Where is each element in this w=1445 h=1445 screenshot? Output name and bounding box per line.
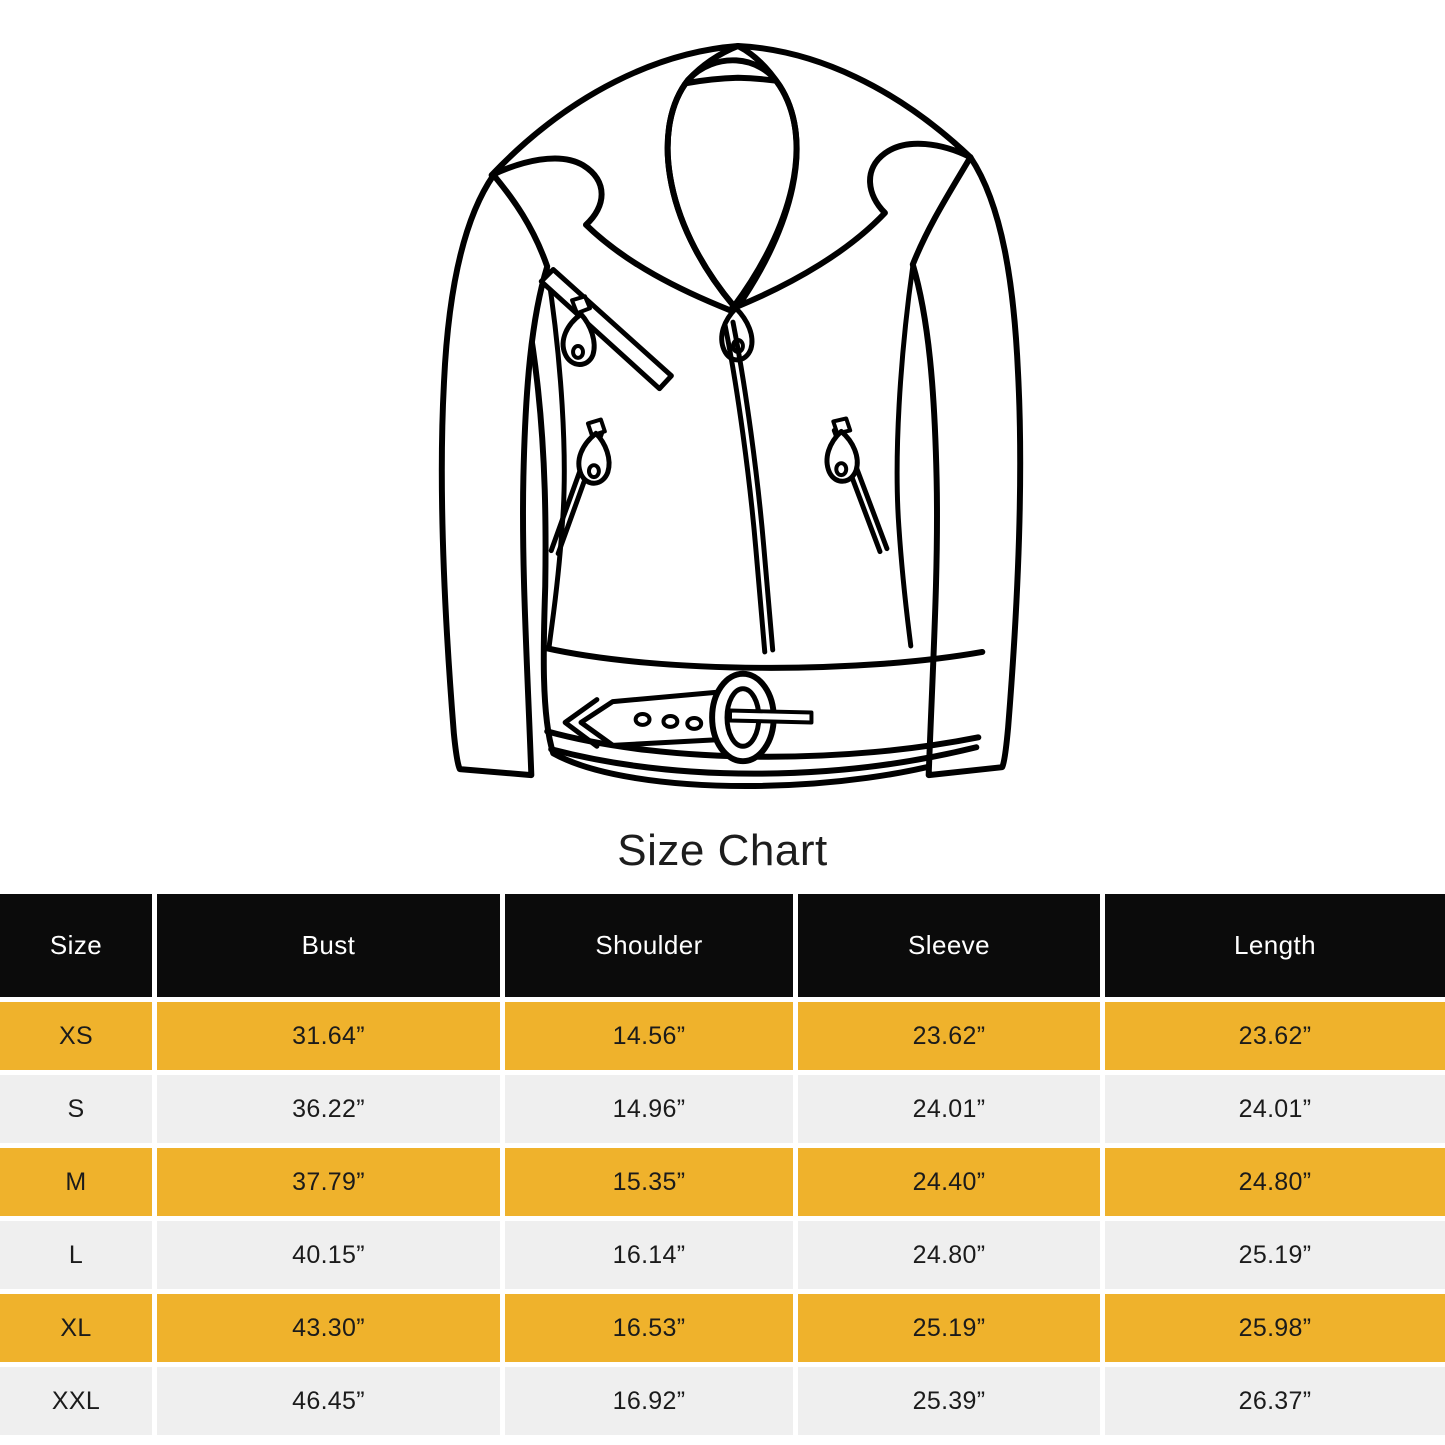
belt-buckle-prong (728, 708, 814, 725)
belt-hole-3 (685, 715, 704, 731)
cell-xxl-length: 26.37” (1105, 1367, 1445, 1435)
cell-xxl-bust: 46.45” (157, 1367, 500, 1435)
cell-s-length: 24.01” (1105, 1075, 1445, 1143)
hem-band-line (548, 744, 980, 777)
pocket-zipper-left-slider (585, 417, 607, 438)
column-header-length: Length (1105, 894, 1445, 997)
center-zipper-line-2 (722, 322, 768, 655)
cell-xxl-shoulder: 16.92” (505, 1367, 793, 1435)
cell-l-shoulder: 16.14” (505, 1221, 793, 1289)
jacket-sleeve-left (438, 172, 551, 779)
cell-xs-length: 23.62” (1105, 1002, 1445, 1070)
chest-zipper-pull (560, 311, 597, 367)
cell-xl-shoulder: 16.53” (505, 1294, 793, 1362)
column-header-size: Size (0, 894, 152, 997)
cell-s-size: S (0, 1075, 152, 1143)
cell-xs-sleeve: 23.62” (798, 1002, 1100, 1070)
jacket-neck-opening (664, 57, 800, 310)
cell-xs-size: XS (0, 1002, 152, 1070)
belt-top-edge (542, 644, 986, 671)
belt-hole-1 (633, 712, 652, 727)
cell-xxl-size: XXL (0, 1367, 152, 1435)
cell-xs-bust: 31.64” (157, 1002, 500, 1070)
cell-s-bust: 36.22” (157, 1075, 500, 1143)
center-zipper-line-1 (730, 319, 776, 653)
cell-xxl-sleeve: 25.39” (798, 1367, 1100, 1435)
cell-xs-shoulder: 14.56” (505, 1002, 793, 1070)
belt-strap-chevron (562, 697, 600, 749)
cell-m-length: 24.80” (1105, 1148, 1445, 1216)
jacket-seam-right (894, 264, 916, 649)
cell-m-shoulder: 15.35” (505, 1148, 793, 1216)
page-title: Size Chart (617, 826, 828, 875)
cell-s-shoulder: 14.96” (505, 1075, 793, 1143)
belt-hole-2 (661, 714, 680, 729)
jacket-sleeve-right (909, 154, 1024, 779)
cell-l-bust: 40.15” (157, 1221, 500, 1289)
jacket-illustration (432, 30, 1028, 805)
pocket-zipper-right-slider (831, 416, 853, 436)
cell-xl-size: XL (0, 1294, 152, 1362)
cell-l-length: 25.19” (1105, 1221, 1445, 1289)
cell-m-size: M (0, 1148, 152, 1216)
column-header-shoulder: Shoulder (505, 894, 793, 997)
size-chart-table: Size Bust Shoulder Sleeve Length XS 31.6… (0, 894, 1445, 1435)
cell-l-sleeve: 24.80” (798, 1221, 1100, 1289)
cell-s-sleeve: 24.01” (798, 1075, 1100, 1143)
chest-zipper-slider (570, 294, 592, 316)
cell-l-size: L (0, 1221, 152, 1289)
cell-xl-length: 25.98” (1105, 1294, 1445, 1362)
cell-m-bust: 37.79” (157, 1148, 500, 1216)
column-header-sleeve: Sleeve (798, 894, 1100, 997)
pocket-zipper-right-pull-hole (834, 461, 849, 478)
cell-xl-bust: 43.30” (157, 1294, 500, 1362)
biker-jacket-line-art (438, 43, 1024, 790)
column-header-bust: Bust (157, 894, 500, 997)
cell-xl-sleeve: 25.19” (798, 1294, 1100, 1362)
jacket-seam-left (544, 266, 567, 649)
chest-zipper-pull-hole (571, 343, 585, 360)
pocket-zipper-left-pull (576, 430, 612, 486)
pocket-zipper-left-pull-hole (586, 463, 601, 480)
cell-m-sleeve: 24.40” (798, 1148, 1100, 1216)
